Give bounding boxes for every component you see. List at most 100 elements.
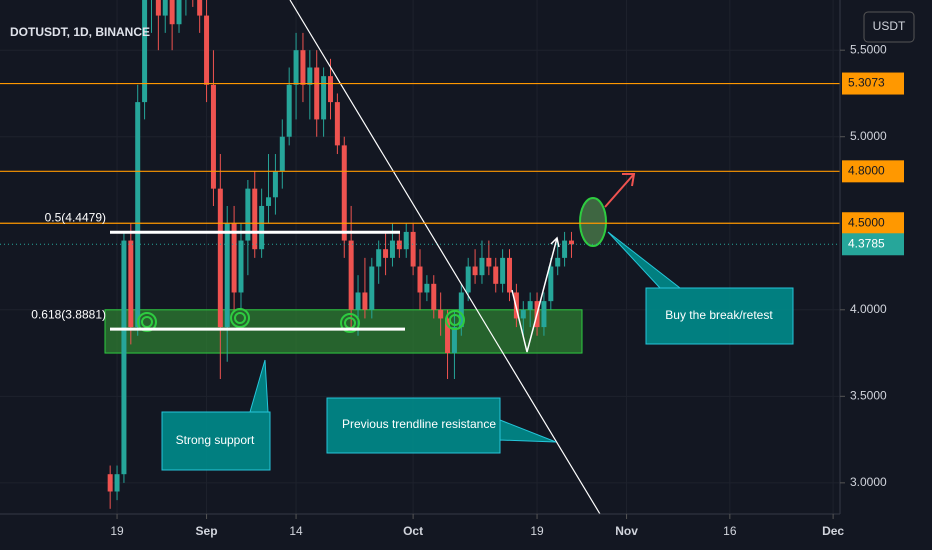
y-tick-label: 4.0000 bbox=[850, 302, 887, 316]
candle-body bbox=[507, 257, 513, 293]
candles bbox=[107, 0, 574, 509]
currency: USDT bbox=[873, 19, 906, 33]
candle-body bbox=[396, 240, 402, 250]
candle-body bbox=[128, 240, 134, 328]
candle-body bbox=[231, 223, 237, 293]
trendline bbox=[289, 0, 601, 515]
fib-label: 0.5(4.4479) bbox=[45, 210, 106, 224]
candle-body bbox=[548, 266, 554, 302]
candle-body bbox=[486, 257, 492, 267]
candle-body bbox=[472, 266, 478, 276]
candle-body bbox=[286, 84, 292, 137]
touch bbox=[340, 313, 360, 333]
candle-body bbox=[417, 266, 423, 293]
x-tick-label: Oct bbox=[403, 524, 423, 538]
support-touches bbox=[137, 308, 465, 333]
candle-body bbox=[252, 188, 258, 250]
x-tick-label: Nov bbox=[615, 524, 638, 538]
x-tick-label: Dec bbox=[822, 524, 844, 538]
level-badge bbox=[842, 212, 904, 235]
candle-body bbox=[500, 257, 506, 284]
candle-body bbox=[465, 266, 471, 293]
x-tick-label: 16 bbox=[723, 524, 737, 538]
candle-body bbox=[197, 0, 203, 16]
x-tick-label: Sep bbox=[196, 524, 218, 538]
annotation: Strong support bbox=[176, 433, 255, 447]
touch bbox=[137, 312, 157, 332]
candle-body bbox=[424, 283, 430, 293]
overlay: Buy the break/retest Strong support Prev… bbox=[0, 0, 840, 515]
level-label: 4.5000 bbox=[848, 215, 885, 229]
y-tick-label: 5.0000 bbox=[850, 129, 887, 143]
level-badge bbox=[842, 160, 904, 183]
fib-label: 0.618(3.8881) bbox=[31, 307, 106, 321]
candle-body bbox=[204, 15, 210, 85]
arrowhead bbox=[550, 236, 560, 248]
callout-box bbox=[326, 397, 557, 454]
y-tick-label: 3.0000 bbox=[850, 475, 887, 489]
last-price-badge bbox=[842, 233, 904, 256]
candle-body bbox=[121, 240, 127, 475]
candle-body bbox=[362, 292, 368, 310]
callout-box bbox=[607, 231, 794, 345]
candle-body bbox=[307, 67, 313, 85]
candle-body bbox=[383, 249, 389, 258]
candle-body bbox=[410, 231, 416, 267]
candle-body bbox=[445, 318, 451, 354]
candle-body bbox=[479, 257, 485, 276]
candle-body bbox=[431, 283, 437, 310]
candle-body bbox=[527, 301, 533, 310]
candle-body bbox=[245, 188, 251, 241]
target-arrow bbox=[604, 173, 635, 208]
candle-body bbox=[142, 0, 148, 103]
candle-body bbox=[568, 240, 574, 245]
level-label: 4.8000 bbox=[848, 164, 885, 178]
candle-body bbox=[321, 76, 327, 120]
candle-body bbox=[135, 102, 141, 328]
touch bbox=[230, 308, 250, 328]
candle-body bbox=[210, 84, 216, 189]
candle-body bbox=[403, 231, 409, 250]
x-tick-label: 19 bbox=[110, 524, 124, 538]
candle-body bbox=[293, 50, 299, 85]
candle-body bbox=[300, 50, 306, 85]
candle-body bbox=[314, 67, 320, 120]
candle-body bbox=[562, 240, 568, 258]
candle-body bbox=[272, 171, 278, 198]
candle-body bbox=[334, 102, 340, 146]
touch bbox=[234, 312, 246, 324]
candle-body bbox=[266, 197, 272, 206]
candle-body bbox=[451, 327, 457, 354]
touch bbox=[449, 314, 461, 326]
breakout-marker bbox=[579, 197, 607, 247]
x-tick-label: 19 bbox=[530, 524, 544, 538]
candle-body bbox=[155, 0, 161, 16]
candle-body bbox=[259, 205, 265, 250]
candle-body bbox=[520, 309, 526, 319]
candle-body bbox=[348, 240, 354, 310]
level-label: 5.3073 bbox=[848, 76, 885, 90]
last-price-label: 4.3785 bbox=[848, 236, 885, 250]
touch bbox=[141, 316, 153, 328]
candle-body bbox=[493, 266, 499, 284]
candle-body bbox=[327, 76, 333, 103]
candle-body bbox=[458, 292, 464, 328]
candle-body bbox=[389, 240, 395, 258]
candle-body bbox=[169, 0, 175, 25]
candle-body bbox=[114, 474, 120, 492]
path-sketch bbox=[511, 237, 558, 353]
candle-body bbox=[555, 257, 561, 267]
candle-body bbox=[541, 301, 547, 328]
currency-badge bbox=[863, 11, 915, 43]
chart-title: DOTUSDT, 1D, BINANCE bbox=[10, 25, 150, 39]
candle-body bbox=[341, 145, 347, 241]
touch bbox=[445, 310, 465, 330]
candle-body bbox=[107, 474, 113, 492]
candle-body bbox=[176, 0, 182, 25]
annotation: Buy the break/retest bbox=[665, 308, 773, 322]
zone-layer bbox=[104, 309, 583, 354]
candle-body bbox=[355, 292, 361, 310]
candle-body bbox=[279, 136, 285, 172]
candle-body bbox=[217, 188, 223, 328]
